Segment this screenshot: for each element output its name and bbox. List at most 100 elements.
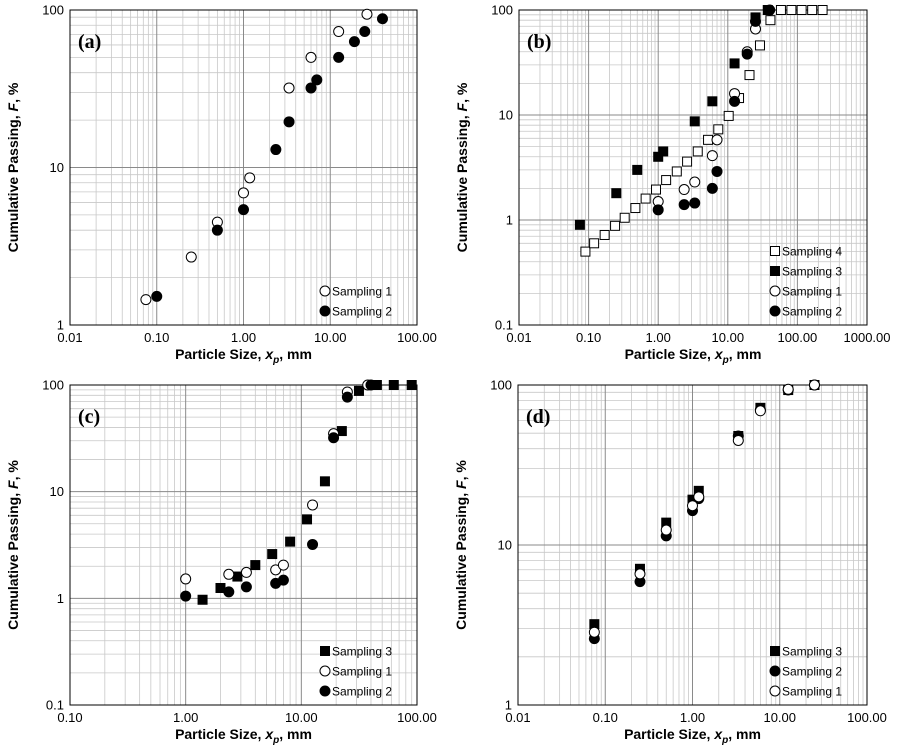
data-point [185, 251, 197, 263]
plot-frame [69, 9, 418, 326]
data-point [764, 4, 776, 16]
data-point [678, 184, 690, 196]
data-point [661, 175, 672, 186]
data-point [388, 380, 399, 390]
data-point [729, 58, 740, 69]
data-point [692, 146, 703, 157]
legend-marker [320, 646, 330, 656]
data-point [678, 199, 690, 211]
x-tick-label: 100.00 [397, 330, 437, 345]
legend-marker [770, 266, 780, 276]
series [652, 4, 776, 216]
legend-label: Sampling 1 [782, 285, 842, 299]
y-axis-title: Cumulative Passing, F, % [454, 82, 470, 252]
x-tick-label: 0.10 [144, 330, 169, 345]
y-tick-label: 0.1 [46, 698, 64, 713]
x-axis-title: Particle Size, xp, mm [175, 346, 312, 366]
data-point [365, 379, 377, 391]
series [580, 5, 828, 257]
data-point [240, 581, 252, 593]
data-point [238, 204, 249, 216]
data-point [651, 184, 662, 195]
data-point [333, 26, 345, 38]
x-tick-label: 0.01 [57, 330, 82, 345]
data-point [796, 5, 807, 15]
legend-marker [319, 665, 331, 677]
x-axis-title: Particle Size, xp, mm [624, 726, 761, 746]
data-point [689, 116, 700, 127]
data-point [589, 238, 600, 249]
chart-panel: 0.10 1.00 10.00 100.00 0.1 1 10 100 Particle Siz… [5, 378, 437, 747]
x-tick-label: 100.00 [778, 330, 818, 345]
data-point [706, 150, 718, 162]
data-point [197, 594, 208, 605]
data-point [640, 193, 651, 204]
legend-label: Sampling 1 [332, 285, 392, 299]
x-tick-label: 1000.00 [844, 330, 891, 345]
data-point [610, 220, 621, 231]
legend-marker [770, 246, 780, 256]
panel-label: (a) [78, 31, 101, 53]
legend-item: Sampling 1 [319, 285, 392, 299]
x-tick-label: 1.00 [173, 710, 198, 725]
legend-item: Sampling 1 [769, 685, 842, 699]
data-point [711, 165, 723, 177]
plot-frame [517, 384, 868, 706]
y-tick-label: 100 [42, 3, 64, 18]
data-point [267, 549, 278, 560]
data-point [807, 5, 818, 15]
data-point [599, 229, 610, 240]
x-tick-label: 100.00 [397, 710, 437, 725]
data-point [311, 74, 323, 86]
x-tick-label: 1.00 [680, 710, 705, 725]
data-point [238, 187, 249, 199]
x-tick-label: 10.00 [285, 710, 318, 725]
legend-label: Sampling 2 [782, 665, 842, 679]
data-point [319, 476, 330, 487]
plot-frame [69, 384, 418, 706]
data-point [232, 571, 243, 582]
data-point [307, 499, 319, 511]
data-point [749, 15, 761, 27]
data-point [359, 26, 371, 38]
series [588, 379, 820, 638]
legend-item: Sampling 3 [770, 645, 842, 659]
data-point [151, 290, 163, 302]
x-tick-label: 0.10 [576, 330, 601, 345]
legend-marker [319, 285, 331, 297]
data-point [283, 116, 295, 128]
data-point [729, 95, 741, 107]
y-tick-label: 10 [499, 108, 513, 123]
x-tick-label: 1.00 [231, 330, 256, 345]
data-point [775, 5, 786, 15]
legend-label: Sampling 2 [782, 305, 842, 319]
data-point [223, 568, 235, 580]
data-point [307, 538, 319, 550]
legend-marker [769, 305, 781, 317]
data-point [744, 70, 755, 81]
data-point [634, 568, 646, 580]
data-point [305, 82, 317, 94]
y-tick-label: 100 [491, 3, 513, 18]
y-tick-label: 10 [50, 160, 64, 175]
data-point [406, 380, 417, 390]
y-tick-label: 100 [42, 378, 64, 393]
x-tick-label: 10.00 [712, 330, 745, 345]
legend-label: Sampling 3 [782, 645, 842, 659]
legend-marker [769, 685, 781, 697]
data-point [653, 151, 664, 162]
data-point [270, 144, 282, 156]
data-point [361, 8, 373, 20]
data-point [211, 224, 223, 236]
data-point [782, 383, 794, 395]
data-point [283, 82, 295, 94]
data-point [632, 164, 643, 175]
panel-label: (c) [78, 406, 100, 428]
data-point [706, 182, 718, 194]
data-point [652, 204, 664, 216]
legend-label: Sampling 1 [782, 685, 842, 699]
legend-marker [770, 646, 780, 656]
data-point [689, 197, 701, 209]
data-point [707, 96, 718, 107]
y-tick-label: 10 [498, 538, 512, 553]
